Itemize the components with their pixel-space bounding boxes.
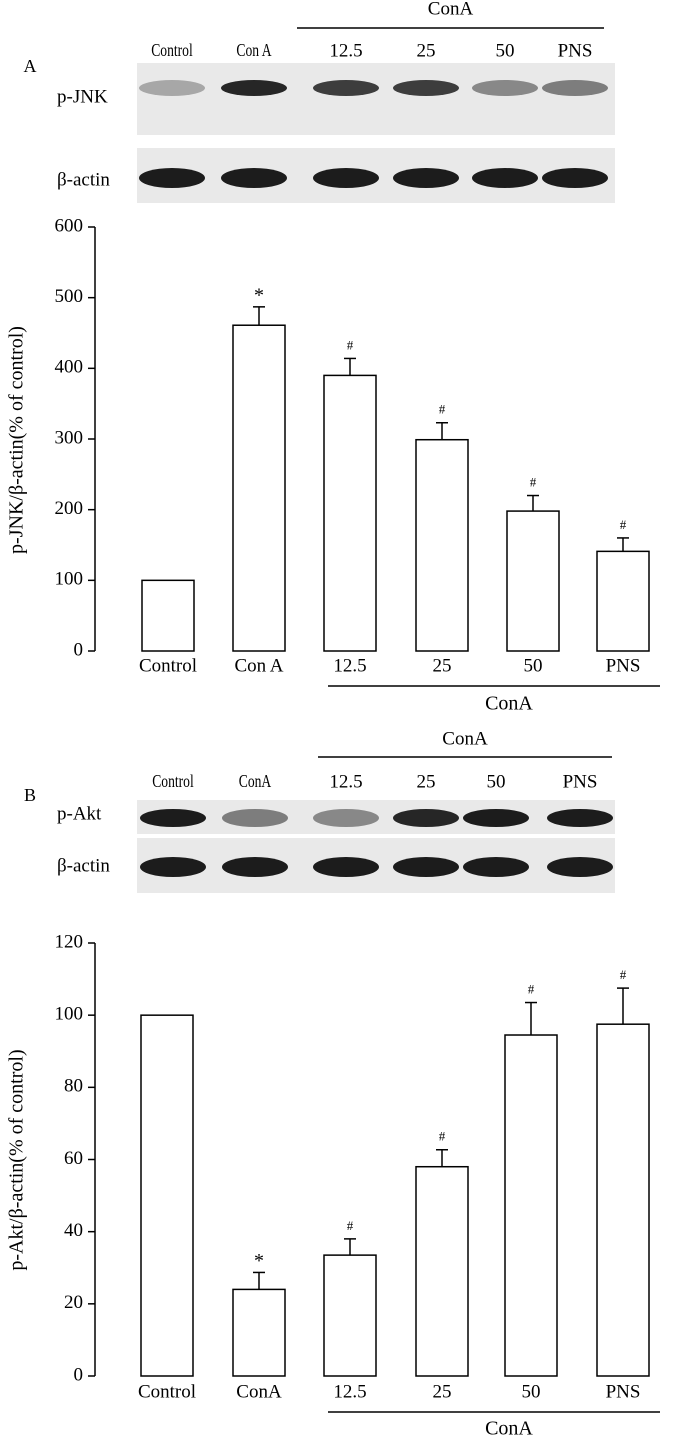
- blot-group-label: ConA: [428, 0, 474, 19]
- bar: [415, 1165, 469, 1377]
- blot-lane-label: ConA: [239, 772, 272, 791]
- y-tick-label: 20: [64, 1292, 83, 1313]
- bar: [140, 1014, 194, 1377]
- x-tick-label: 50: [524, 655, 543, 676]
- blot-band: [139, 80, 205, 96]
- annotation: #: [439, 1129, 446, 1144]
- blot-band: [393, 168, 459, 188]
- bar: [323, 1254, 377, 1377]
- blot-lane-label: 50: [487, 771, 506, 792]
- y-tick-label: 100: [55, 1004, 84, 1025]
- annotation: *: [254, 284, 264, 306]
- blot-row-label: p-JNK: [57, 86, 108, 107]
- annotation: #: [439, 402, 446, 417]
- blot-band: [547, 809, 613, 827]
- bar: [141, 579, 195, 652]
- blot-band: [313, 168, 379, 188]
- blot-band: [472, 80, 538, 96]
- blot-band: [463, 857, 529, 877]
- blot-lane-label: PNS: [558, 40, 593, 61]
- panel-label: A: [24, 56, 37, 76]
- blot-lane-label: 12.5: [329, 771, 362, 792]
- bar: [232, 1288, 286, 1377]
- y-tick-label: 400: [55, 357, 84, 378]
- blot-band: [139, 168, 205, 188]
- blot-band: [313, 809, 379, 827]
- y-tick-label: 600: [55, 215, 84, 236]
- x-tick-label: Con A: [234, 655, 283, 676]
- bar: [596, 550, 650, 652]
- annotation: *: [254, 1250, 264, 1272]
- blot-lane-label: 25: [417, 771, 436, 792]
- y-tick-label: 300: [55, 427, 84, 448]
- blot-lane-label: Con A: [236, 41, 272, 60]
- blot-band: [463, 809, 529, 827]
- blot-strip: [137, 63, 615, 135]
- blot-band: [140, 857, 206, 877]
- blot-group-label: ConA: [442, 728, 488, 749]
- y-tick-label: 200: [55, 498, 84, 519]
- blot-band: [472, 168, 538, 188]
- blot-strip: [137, 800, 615, 834]
- blot-band: [222, 809, 288, 827]
- blot-band: [313, 857, 379, 877]
- x-tick-label: 50: [522, 1381, 541, 1402]
- blot-lane-label: 25: [417, 40, 436, 61]
- x-tick-label: Control: [138, 1381, 196, 1402]
- blot-band: [542, 168, 608, 188]
- blot-row-label: β-actin: [57, 855, 110, 876]
- blot-lane-label: Control: [151, 41, 193, 60]
- annotation: #: [347, 337, 354, 352]
- panel-label: B: [24, 785, 36, 805]
- y-tick-label: 0: [74, 1364, 84, 1385]
- y-tick-label: 100: [55, 569, 84, 590]
- blot-band: [393, 809, 459, 827]
- x-tick-label: ConA: [236, 1381, 282, 1402]
- x-tick-label: 12.5: [333, 1381, 366, 1402]
- blot-lane-label: PNS: [563, 771, 598, 792]
- annotation: #: [620, 967, 627, 982]
- bar: [232, 324, 286, 652]
- annotation: #: [347, 1218, 354, 1233]
- blot-lane-label: Control: [152, 772, 194, 791]
- blot-band: [140, 809, 206, 827]
- x-tick-label: 25: [433, 1381, 452, 1402]
- y-axis-label: p-Akt/β-actin(% of control): [6, 1049, 28, 1270]
- blot-band: [221, 168, 287, 188]
- group-label: ConA: [485, 693, 533, 715]
- blot-band: [393, 857, 459, 877]
- x-tick-label: Control: [139, 655, 197, 676]
- y-tick-label: 500: [55, 286, 84, 307]
- blot-band: [393, 80, 459, 96]
- y-tick-label: 0: [74, 639, 84, 660]
- bar: [504, 1034, 558, 1377]
- blot-band: [313, 80, 379, 96]
- blot-row-label: p-Akt: [57, 803, 102, 824]
- blot-band: [221, 80, 287, 96]
- bar: [596, 1023, 650, 1377]
- blot-lane-label: 12.5: [329, 40, 362, 61]
- y-tick-label: 40: [64, 1220, 83, 1241]
- annotation: #: [530, 475, 537, 490]
- blot-band: [222, 857, 288, 877]
- bar: [506, 510, 560, 652]
- y-tick-label: 60: [64, 1148, 83, 1169]
- blot-row-label: β-actin: [57, 169, 110, 190]
- x-tick-label: PNS: [606, 1381, 641, 1402]
- blot-band: [547, 857, 613, 877]
- bar: [415, 438, 469, 652]
- annotation: #: [528, 982, 535, 997]
- x-tick-label: PNS: [606, 655, 641, 676]
- blot-lane-label: 50: [496, 40, 515, 61]
- blot-band: [542, 80, 608, 96]
- y-axis-label: p-JNK/β-actin(% of control): [6, 326, 28, 554]
- y-tick-label: 80: [64, 1076, 83, 1097]
- x-tick-label: 12.5: [333, 655, 366, 676]
- bar: [323, 374, 377, 652]
- x-tick-label: 25: [433, 655, 452, 676]
- y-tick-label: 120: [55, 931, 84, 952]
- annotation: #: [620, 517, 627, 532]
- group-label: ConA: [485, 1418, 533, 1439]
